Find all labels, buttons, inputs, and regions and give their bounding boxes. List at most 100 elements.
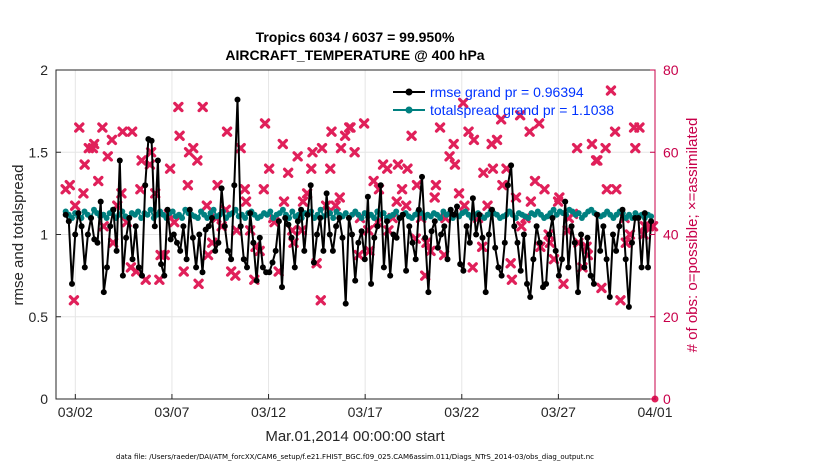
obs-assimilated-marker — [278, 196, 290, 207]
rmse-point — [422, 234, 429, 241]
rmse-point — [180, 223, 187, 230]
rmse-point — [460, 267, 467, 274]
rmse-point — [275, 218, 282, 225]
obs-assimilated-marker — [97, 122, 108, 133]
rmse-point — [428, 228, 435, 235]
totalspread-point — [358, 215, 365, 221]
rmse-point — [546, 231, 553, 238]
rmse-point — [498, 272, 505, 279]
rmse-point — [431, 218, 438, 225]
rmse-point — [237, 223, 244, 230]
rmse-point — [578, 231, 585, 238]
rmse-point — [371, 234, 378, 241]
x-tick-label: 03/17 — [348, 404, 383, 420]
rmse-point — [65, 218, 72, 225]
obs-assimilated-marker — [487, 163, 499, 174]
rmse-point — [333, 223, 340, 230]
obs-assimilated-marker — [430, 179, 442, 191]
y-right-tick-label: 80 — [663, 62, 679, 78]
rmse-point — [377, 182, 384, 189]
totalspread-point — [342, 210, 349, 217]
rmse-point — [368, 280, 375, 287]
obs-assimilated-marker — [434, 122, 446, 133]
rmse-point — [266, 269, 273, 276]
rmse-point — [562, 198, 569, 205]
rmse-point — [479, 234, 486, 241]
obs-assimilated-marker — [69, 200, 81, 211]
totalspread-point — [179, 215, 186, 221]
obs-assimilated-marker — [609, 126, 621, 137]
obs-assimilated-marker — [88, 138, 100, 150]
rmse-point — [174, 239, 180, 246]
rmse-point — [489, 206, 495, 213]
totalspread-point — [575, 210, 582, 217]
rmse-point — [84, 231, 91, 238]
rmse-point — [161, 272, 168, 279]
legend-spread-label: totalspread grand pr = 1.1038 — [430, 102, 614, 118]
obs-assimilated-marker — [457, 97, 469, 109]
obs-assimilated-marker — [292, 151, 303, 162]
rmse-point — [374, 223, 381, 230]
obs-assimilated-marker — [382, 163, 393, 174]
rmse-point — [434, 244, 441, 251]
obs-assimilated-marker — [429, 192, 440, 203]
rmse-point — [110, 206, 117, 213]
rmse-point — [104, 264, 110, 271]
rmse-point — [387, 272, 394, 279]
obs-assimilated-marker — [539, 184, 550, 195]
obs-assimilated-marker — [396, 184, 408, 195]
obs-assimilated-marker — [192, 155, 203, 166]
y-left-tick-label: 2 — [40, 62, 48, 78]
rmse-point — [186, 206, 193, 213]
rmse-point — [250, 239, 257, 246]
rmse-point — [527, 294, 534, 300]
obs-assimilated-marker — [259, 118, 271, 129]
rmse-point — [234, 96, 241, 103]
obs-assimilated-marker — [193, 278, 204, 290]
rmse-point — [170, 231, 177, 238]
rmse-point — [221, 223, 228, 230]
totalspread-point — [147, 206, 154, 213]
rmse-point — [215, 239, 222, 246]
rmse-point — [199, 269, 206, 276]
obs-assimilated-marker — [615, 295, 626, 306]
rmse-point — [329, 247, 336, 254]
chart-subtitle: AIRCRAFT_TEMPERATURE @ 400 hPa — [225, 47, 484, 63]
rmse-point — [638, 264, 645, 271]
rmse-point — [100, 289, 107, 296]
obs-assimilated-marker — [505, 258, 516, 269]
rmse-point — [123, 234, 130, 241]
rmse-point — [294, 218, 301, 225]
obs-assimilated-marker — [601, 184, 613, 195]
rmse-point — [438, 231, 445, 238]
obs-assimilated-marker — [392, 159, 404, 170]
rmse-point — [247, 210, 254, 217]
rmse-point — [450, 211, 457, 218]
obs-assimilated-marker — [406, 130, 417, 141]
rmse-point — [78, 223, 85, 230]
data-file-footnote: data file: /Users/raeder/DAI/ATM_forcXX/… — [116, 453, 594, 461]
obs-assimilated-marker — [239, 184, 251, 195]
obs-assimilated-marker — [201, 200, 213, 211]
rmse-point — [342, 300, 349, 307]
rmse-point — [301, 247, 308, 254]
legend: rmse grand pr = 0.96394 totalspread gran… — [393, 84, 614, 118]
obs-assimilated-marker — [453, 188, 465, 199]
rmse-point — [641, 210, 648, 217]
obs-assimilated-marker — [282, 167, 294, 179]
rmse-point — [317, 215, 324, 221]
obs-assimilated-marker — [326, 126, 337, 137]
obs-assimilated-marker — [221, 126, 233, 137]
rmse-point — [444, 256, 451, 263]
rmse-point — [364, 193, 371, 200]
rmse-point — [113, 247, 120, 254]
rmse-point — [520, 231, 527, 238]
obs-assimilated-marker — [334, 192, 345, 203]
y-right-tick-label: 40 — [663, 227, 679, 243]
rmse-point — [218, 185, 225, 192]
rmse-point — [307, 182, 314, 189]
rmse-point — [403, 267, 410, 274]
rmse-point — [81, 264, 88, 271]
